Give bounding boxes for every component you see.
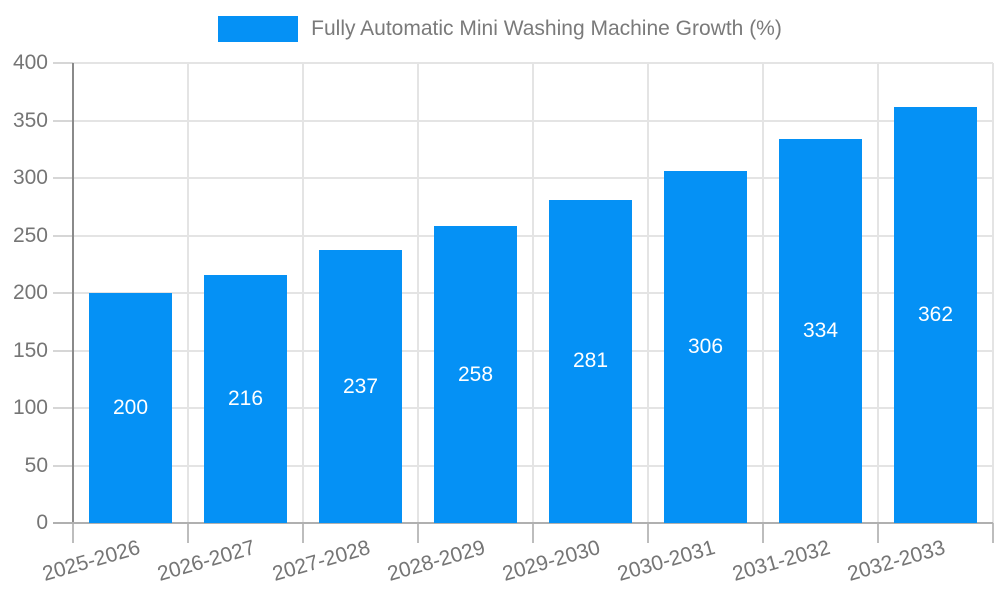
legend: Fully Automatic Mini Washing Machine Gro… <box>0 16 1000 42</box>
bar-value-label: 258 <box>457 362 494 386</box>
bar-value-label: 237 <box>342 374 379 398</box>
x-gridline <box>762 63 764 523</box>
legend-swatch <box>218 16 299 42</box>
bar: 334 <box>779 138 862 523</box>
legend-label: Fully Automatic Mini Washing Machine Gro… <box>311 17 782 40</box>
bar-value-label: 306 <box>687 335 724 359</box>
y-tick <box>53 62 73 64</box>
bar-value-label: 281 <box>572 349 609 373</box>
bar: 216 <box>204 274 287 523</box>
x-tick <box>72 523 74 543</box>
bar: 200 <box>89 293 172 523</box>
y-axis-tick-label: 300 <box>12 166 48 189</box>
x-gridline <box>992 63 994 523</box>
x-tick <box>302 523 304 543</box>
x-axis-tick-label: 2026-2027 <box>154 536 258 586</box>
y-axis-line <box>72 63 74 523</box>
x-gridline <box>532 63 534 523</box>
y-tick <box>53 119 73 122</box>
x-axis-tick-label: 2030-2031 <box>614 536 718 586</box>
y-axis-tick-label: 250 <box>12 223 48 247</box>
y-axis-tick-label: 50 <box>24 453 48 477</box>
legend-item[interactable]: Fully Automatic Mini Washing Machine Gro… <box>218 16 782 42</box>
x-axis-tick-label: 2028-2029 <box>384 536 488 586</box>
y-axis-tick-label: 350 <box>12 108 48 132</box>
x-axis-tick-label: 2027-2028 <box>269 536 373 586</box>
bar: 362 <box>894 106 977 523</box>
x-tick <box>532 523 534 543</box>
y-axis-tick-label: 100 <box>12 396 48 419</box>
bar: 237 <box>319 250 402 523</box>
bar-value-label: 200 <box>112 396 149 419</box>
y-tick <box>53 177 73 179</box>
y-axis-tick-label: 200 <box>12 281 48 304</box>
x-tick <box>187 523 189 543</box>
y-tick <box>53 349 73 352</box>
x-axis-tick-label: 2032-2033 <box>844 536 948 586</box>
x-tick <box>877 523 879 543</box>
y-tick <box>53 292 73 294</box>
y-axis-tick-label: 0 <box>36 511 48 534</box>
bar: 306 <box>664 171 747 523</box>
x-axis-tick-label: 2025-2026 <box>39 536 143 586</box>
x-axis-tick-label: 2029-2030 <box>499 536 603 586</box>
y-axis-tick-label: 150 <box>12 338 48 362</box>
y-tick <box>53 234 73 237</box>
y-axis-tick-label: 400 <box>12 51 48 74</box>
bar-value-label: 216 <box>227 386 264 410</box>
x-tick <box>647 523 649 543</box>
x-gridline <box>302 63 304 523</box>
bar-value-label: 362 <box>917 302 954 326</box>
x-gridline <box>187 63 189 523</box>
x-gridline <box>417 63 419 523</box>
x-gridline <box>647 63 649 523</box>
x-tick <box>417 523 419 543</box>
y-tick <box>53 407 73 409</box>
x-axis-line <box>53 522 993 524</box>
bar-value-label: 334 <box>802 318 839 342</box>
x-gridline <box>877 63 879 523</box>
x-tick <box>762 523 764 543</box>
x-tick <box>992 523 994 543</box>
bar: 258 <box>434 226 517 523</box>
y-tick <box>53 464 73 467</box>
bar: 281 <box>549 199 632 523</box>
x-axis-tick-label: 2031-2032 <box>729 536 833 586</box>
